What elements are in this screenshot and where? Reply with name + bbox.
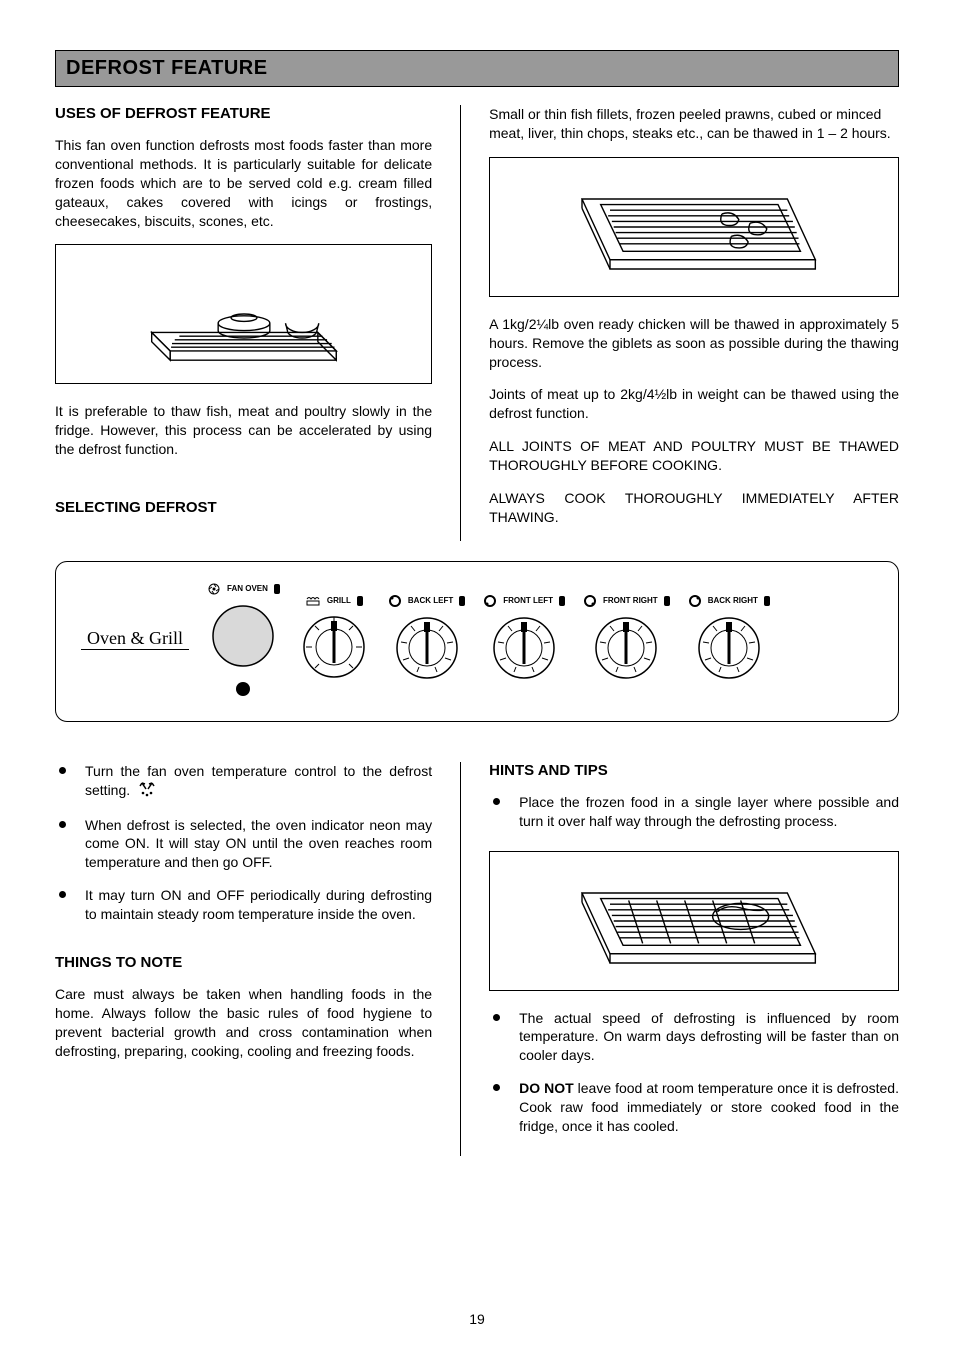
knob-grill: GRILL xyxy=(298,595,370,683)
heading-things-to-note: THINGS TO NOTE xyxy=(55,954,432,971)
knob-front-right: FRONT RIGHT xyxy=(583,594,670,684)
knob2-label: GRILL xyxy=(327,596,351,605)
para-after-img: It is preferable to thaw fish, meat and … xyxy=(55,402,432,459)
para-uses: This fan oven function defrosts most foo… xyxy=(55,136,432,230)
bullet-item: It may turn ON and OFF periodically duri… xyxy=(55,886,432,924)
burner-icon xyxy=(483,594,497,608)
knob2-svg xyxy=(298,611,370,683)
knob5-svg xyxy=(590,612,662,684)
para-warn2: ALWAYS COOK THOROUGHLY IMMEDIATELY AFTER… xyxy=(489,489,899,527)
knob-back-left: BACK LEFT xyxy=(388,594,465,684)
grill-icon xyxy=(305,595,321,607)
bullet-item: Turn the fan oven temperature control to… xyxy=(55,762,432,802)
knob4-svg xyxy=(488,612,560,684)
upper-columns: USES OF DEFROST FEATURE This fan oven fu… xyxy=(55,105,899,541)
knob6-svg xyxy=(693,612,765,684)
para-note: Care must always be taken when handling … xyxy=(55,985,432,1061)
indicator-icon xyxy=(764,596,770,606)
bullet-item: Place the frozen food in a single layer … xyxy=(489,793,899,831)
indicator-icon xyxy=(559,596,565,606)
rack-food-svg xyxy=(554,861,834,981)
indicator-icon xyxy=(357,596,363,606)
upper-right-column: Small or thin fish fillets, frozen peele… xyxy=(460,105,899,541)
knob1-label: FAN OVEN xyxy=(227,584,268,593)
illustration-rack-food xyxy=(489,851,899,991)
illustration-rack-prawns xyxy=(489,157,899,297)
burner-icon xyxy=(583,594,597,608)
para-joints: Joints of meat up to 2kg/4½lb in weight … xyxy=(489,385,899,423)
lower-columns: Turn the fan oven temperature control to… xyxy=(55,762,899,1156)
selecting-bullets: Turn the fan oven temperature control to… xyxy=(55,762,432,924)
bullet-item: DO NOT leave food at room temperature on… xyxy=(489,1079,899,1136)
knob6-label: BACK RIGHT xyxy=(708,596,758,605)
bullet-item: The actual speed of defrosting is influe… xyxy=(489,1009,899,1066)
para-fish: Small or thin fish fillets, frozen peele… xyxy=(489,105,899,143)
knob3-label: BACK LEFT xyxy=(408,596,453,605)
burner-icon xyxy=(388,594,402,608)
indicator-icon xyxy=(274,584,280,594)
burner-icon xyxy=(688,594,702,608)
hints-bullets: Place the frozen food in a single layer … xyxy=(489,793,899,831)
knob-back-right: BACK RIGHT xyxy=(688,594,770,684)
para-chicken: A 1kg/2¼lb oven ready chicken will be th… xyxy=(489,315,899,372)
hints-bullets-2: The actual speed of defrosting is influe… xyxy=(489,1009,899,1136)
fan-icon xyxy=(207,582,221,596)
indicator-icon xyxy=(459,596,465,606)
indicator-icon xyxy=(664,596,670,606)
heading-uses: USES OF DEFROST FEATURE xyxy=(55,105,432,122)
illustration-oven-cake xyxy=(55,244,432,384)
bullet-text: leave food at room temperature once it i… xyxy=(519,1080,899,1134)
section-title: DEFROST FEATURE xyxy=(66,57,888,80)
oven-cake-svg xyxy=(124,254,364,374)
heading-selecting: SELECTING DEFROST xyxy=(55,499,432,516)
indicator-light xyxy=(236,682,250,696)
heading-hints: HINTS AND TIPS xyxy=(489,762,899,779)
brand-label: Oven & Grill xyxy=(81,628,189,650)
upper-left-column: USES OF DEFROST FEATURE This fan oven fu… xyxy=(55,105,460,541)
knob5-label: FRONT RIGHT xyxy=(603,596,658,605)
section-header-bar: DEFROST FEATURE xyxy=(55,50,899,87)
lower-left-column: Turn the fan oven temperature control to… xyxy=(55,762,460,1156)
lower-right-column: HINTS AND TIPS Place the frozen food in … xyxy=(460,762,899,1156)
control-panel-illustration: Oven & Grill FAN OVEN GRILL xyxy=(55,561,899,722)
rack-prawns-svg xyxy=(554,167,834,287)
knob4-label: FRONT LEFT xyxy=(503,596,553,605)
knob1-svg xyxy=(207,600,279,672)
knob-fan-oven: FAN OVEN xyxy=(207,582,280,696)
bold-donot: DO NOT xyxy=(519,1080,574,1096)
defrost-symbol-icon xyxy=(138,781,156,802)
page-number: 19 xyxy=(0,1311,954,1327)
bullet-item: When defrost is selected, the oven indic… xyxy=(55,816,432,873)
knob-front-left: FRONT LEFT xyxy=(483,594,565,684)
para-warn1: ALL JOINTS OF MEAT AND POULTRY MUST BE T… xyxy=(489,437,899,475)
knob3-svg xyxy=(391,612,463,684)
